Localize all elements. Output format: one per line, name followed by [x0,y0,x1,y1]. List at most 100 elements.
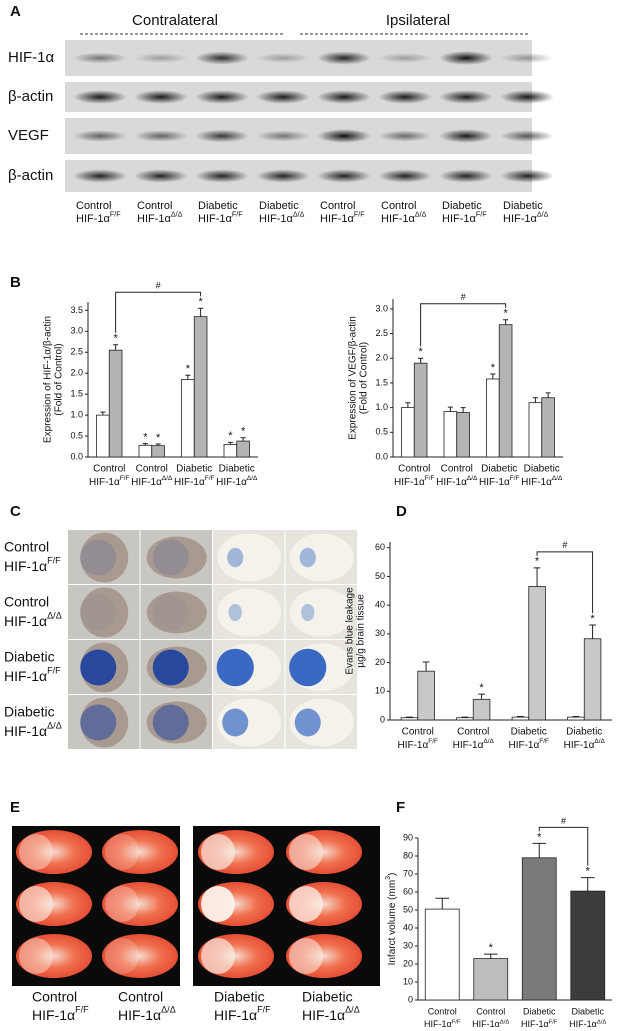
bracket-label: # [562,540,567,550]
genotype-superscript: F/F [476,210,487,218]
error-bar [405,402,411,408]
y-tick-label: 0.5 [70,430,83,440]
genotype-superscript: Δ/Δ [293,210,305,218]
bracket-label: # [156,281,161,291]
error-bar [460,407,466,413]
infarct [105,834,139,870]
error-bar [580,877,595,892]
x-tick-label: Control [402,727,434,738]
genotype-superscript: Δ/Δ [247,475,258,482]
genotype-text: HIF-1α [4,558,47,574]
y-axis-label-sup: 3 [385,876,392,880]
dye [152,704,189,741]
y-tick-label: 1.5 [70,389,83,399]
genotype-text: HIF-1α [472,1019,500,1029]
dye [227,547,244,568]
bar [138,444,153,458]
error-bar [100,411,106,416]
x-tick-label: Diabetic [219,464,255,475]
genotype-superscript: F/F [205,475,215,482]
bar [413,362,428,458]
blot-band [378,130,432,142]
ttc-slice [102,830,178,874]
genotype-label: HIF-1αΔ/Δ [131,475,173,488]
bar [473,958,509,1001]
blot-band [317,51,371,65]
genotype-label: HIF-1αF/F [32,1005,89,1023]
genotype-label: HIF-1αΔ/Δ [564,738,606,751]
y-tick-label: 1.0 [375,402,388,412]
column-group: Diabetic [302,989,353,1005]
genotype-text: HIF-1α [424,1019,452,1029]
dye [216,648,254,687]
bracket [115,291,202,333]
lane-group: Control [381,200,416,212]
blot-band [195,90,249,104]
lane-group: Control [320,200,355,212]
x-tick-label: Diabetic [511,727,547,738]
genotype-label: HIF-1αΔ/Δ [4,611,62,629]
genotype-text: HIF-1α [198,213,233,225]
genotype-label: HIF-1αF/F [424,1019,461,1029]
genotype-text: HIF-1α [76,213,111,225]
genotype-text: HIF-1α [216,477,247,488]
error-bar [461,716,469,718]
genotype-label: HIF-1αΔ/Δ [472,1019,509,1029]
genotype-label: HIF-1αΔ/Δ [453,738,495,751]
x-tick-label: Control [93,464,125,475]
genotype-text: HIF-1α [508,740,539,751]
y-axis-label: Expression of VEGF/β-actin [348,316,359,440]
x-tick-label: Diabetic [571,1006,604,1016]
y-tick-label: 3.0 [70,326,83,336]
error-bar [589,624,596,639]
dye [222,708,249,737]
genotype-text: HIF-1α [4,723,47,739]
genotype-label: HIF-1αF/F [76,210,121,224]
genotype-text: HIF-1α [436,477,467,488]
blot-band [500,169,554,183]
dye [80,539,117,576]
column-group: Diabetic [214,989,265,1005]
y-tick-label: 2.0 [375,353,388,363]
genotype-superscript: Δ/Δ [161,1005,176,1015]
slice [289,533,354,582]
lane-group: Diabetic [198,200,238,212]
blot-band [134,169,188,183]
genotype-superscript: F/F [47,666,61,676]
panel-label: A [10,3,21,20]
x-tick-label: Diabetic [524,464,560,475]
significance-marker: * [489,942,494,954]
dye [299,547,316,568]
significance-marker: * [418,346,423,358]
genotype-superscript: F/F [120,475,130,482]
blot-band [256,53,310,63]
bar [486,378,500,458]
error-bar [483,953,498,959]
blot-band [317,90,371,104]
infarct [201,834,235,870]
genotype-superscript: F/F [452,1019,461,1025]
genotype-text: HIF-1α [564,740,595,751]
dye [80,594,117,631]
error-bar [435,897,450,910]
group-label: Contralateral [132,12,218,29]
dye [80,649,117,686]
bracket [538,826,589,866]
row-group: Diabetic [4,649,55,665]
blot-band [195,51,249,65]
genotype-text: HIF-1α [397,740,428,751]
dye [152,649,189,686]
error-bar [227,441,233,445]
y-axis-label: Evans blue leakage [345,587,356,675]
genotype-superscript: F/F [354,210,365,218]
bar [400,717,419,721]
y-tick-label: 40 [375,600,385,610]
y-tick-label: 20 [403,958,413,968]
x-tick-label: Diabetic [523,1006,556,1016]
dye [152,539,189,576]
significance-marker: * [198,296,203,308]
x-tick-label: Diabetic [481,464,517,475]
significance-marker: * [590,613,595,625]
blot-band [195,129,249,143]
